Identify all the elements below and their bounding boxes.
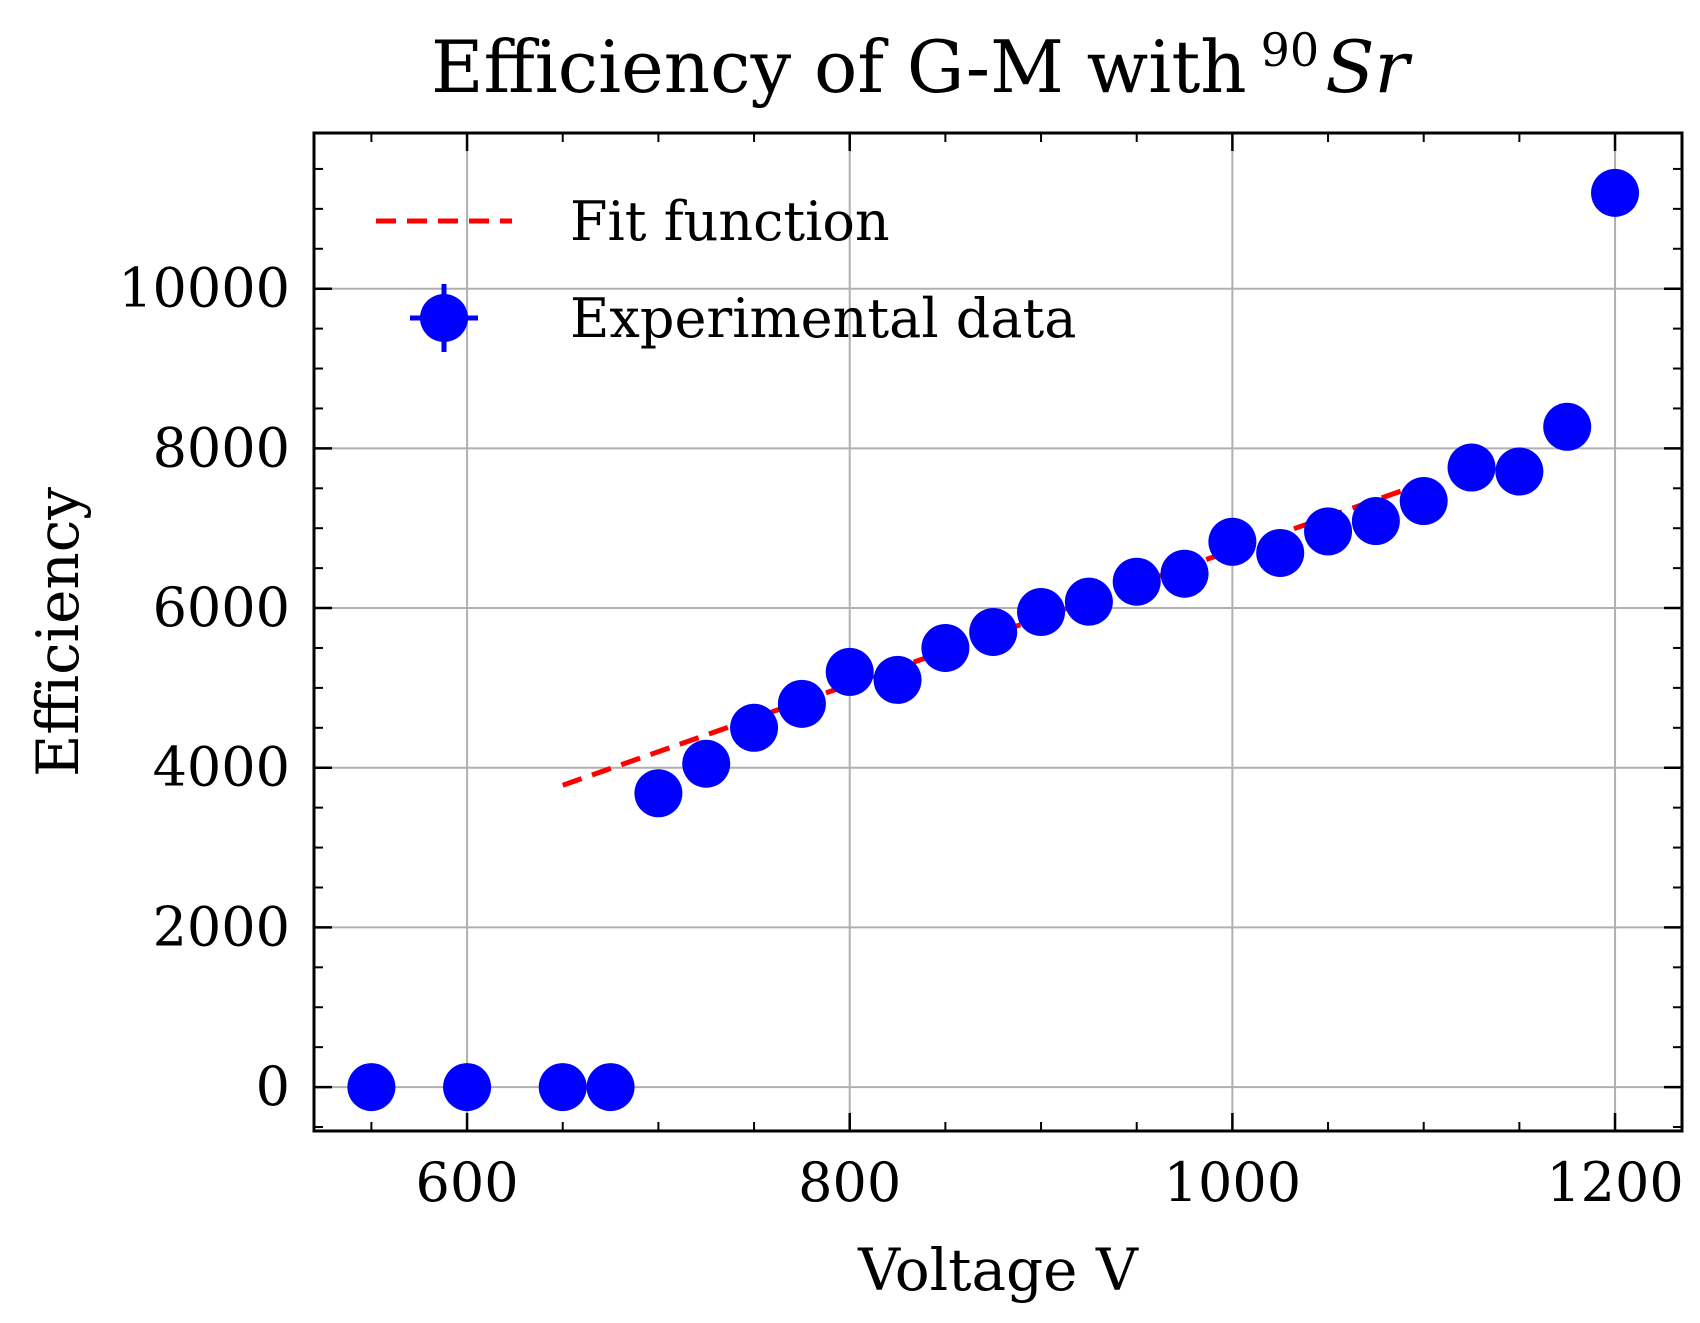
data-point xyxy=(634,769,683,818)
data-point xyxy=(1495,447,1544,496)
data-point xyxy=(1591,168,1640,217)
data-point xyxy=(730,703,779,752)
legend-data-marker xyxy=(410,284,478,352)
grid-lines xyxy=(314,133,1682,1131)
y-tick-label: 4000 xyxy=(153,736,290,799)
tick-labels: 600 800 1000 1200 0 2000 4000 6000 8000 10000 xyxy=(118,257,1684,1214)
data-point xyxy=(1160,549,1209,598)
legend: Fit function Experimental data xyxy=(376,190,1076,352)
data-point xyxy=(1064,577,1113,626)
y-tick-label: 2000 xyxy=(153,895,290,958)
data-point xyxy=(682,739,731,788)
chart-title-text: Efficiency of G-M with xyxy=(431,25,1247,109)
x-tick-label: 600 xyxy=(416,1151,519,1214)
data-point xyxy=(347,1063,396,1112)
x-tick-label: 800 xyxy=(798,1151,901,1214)
data-point xyxy=(586,1063,635,1112)
data-point xyxy=(1543,402,1592,451)
chart-title-superscript: 90 xyxy=(1261,23,1320,77)
x-tick-label: 1000 xyxy=(1164,1151,1301,1214)
data-series xyxy=(347,168,1640,1112)
data-point xyxy=(873,655,922,704)
x-axis-label: Voltage V xyxy=(857,1236,1139,1304)
y-tick-label: 0 xyxy=(256,1055,290,1118)
chart-title: Efficiency of G-M with 90Sr xyxy=(431,23,1412,109)
y-tick-label: 10000 xyxy=(118,257,290,320)
data-point xyxy=(1351,497,1400,546)
data-point xyxy=(921,623,970,672)
data-point xyxy=(825,647,874,696)
data-point xyxy=(1304,507,1353,556)
data-point xyxy=(443,1063,492,1112)
y-axis-label: Efficiency xyxy=(24,487,92,777)
legend-data-label: Experimental data xyxy=(570,287,1076,350)
x-tick-label: 1200 xyxy=(1546,1151,1683,1214)
data-point xyxy=(777,679,826,728)
y-tick-label: 8000 xyxy=(153,416,290,479)
data-point xyxy=(1112,557,1161,606)
data-point xyxy=(1447,443,1496,492)
y-tick-label: 6000 xyxy=(153,576,290,639)
plot-area-frame xyxy=(312,131,1684,1133)
data-point xyxy=(538,1063,587,1112)
data-point xyxy=(969,608,1018,656)
data-point xyxy=(1256,528,1305,577)
data-point xyxy=(1399,477,1448,526)
legend-fit-label: Fit function xyxy=(570,190,890,253)
chart-title-symbol: Sr xyxy=(1325,25,1412,109)
data-point xyxy=(1208,517,1257,566)
data-point xyxy=(1017,588,1066,637)
